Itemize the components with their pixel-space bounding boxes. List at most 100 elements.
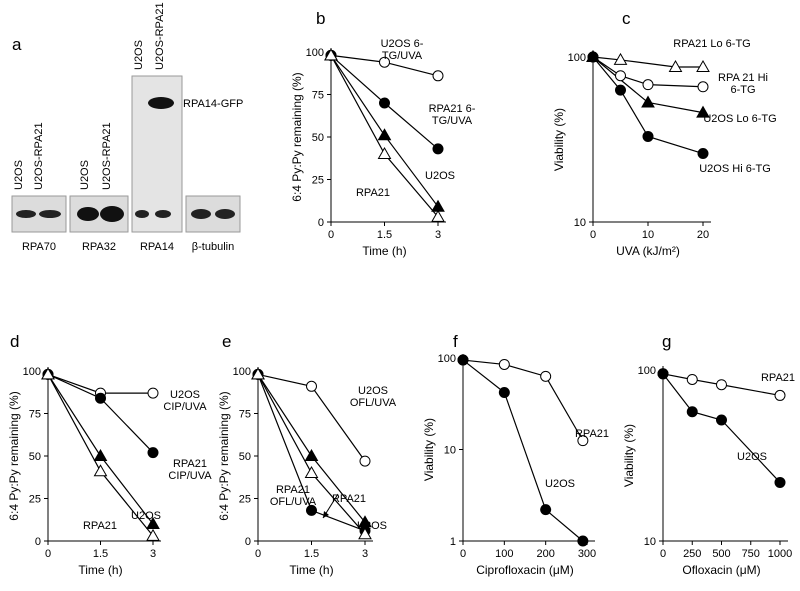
y-axis-label: Viability (%) [552, 108, 566, 171]
marker [432, 143, 444, 155]
marker [146, 516, 160, 529]
marker [304, 465, 319, 478]
arrow-head [323, 511, 329, 518]
x-tick-label: 0 [255, 548, 261, 560]
marker [95, 392, 106, 404]
y-axis-label: Viability (%) [622, 424, 636, 487]
lane-label: U2OS-RPA21 [154, 2, 166, 70]
series-line [462, 359, 584, 542]
marker [251, 367, 265, 380]
series-line [462, 359, 584, 441]
blot-label: RPA32 [82, 241, 116, 253]
x-tick-label: 3 [362, 548, 368, 560]
marker [358, 515, 372, 528]
marker [642, 130, 654, 142]
marker [540, 504, 552, 516]
marker [774, 476, 786, 488]
y-tick-label: 100 [638, 365, 656, 377]
y-tick-label: 0 [35, 536, 41, 548]
y-tick-label: 10 [644, 536, 656, 548]
y-tick-label: 10 [444, 445, 456, 457]
marker [306, 380, 317, 392]
series-label: RPA21 [82, 520, 118, 532]
blots [11, 75, 241, 233]
band [77, 207, 99, 221]
marker [615, 84, 626, 96]
y-tick-label: 100 [306, 47, 324, 59]
series-label: RPA21 [574, 428, 610, 440]
panel-letter: f [453, 332, 458, 351]
series-label: RPA21 [760, 372, 796, 384]
x-tick-label: 1.5 [93, 548, 108, 560]
x-tick-label: 0 [328, 229, 334, 241]
x-axis-label: Time (h) [289, 563, 333, 577]
band [16, 210, 36, 218]
blot-label: RPA14 [140, 241, 174, 253]
y-tick-label: 75 [29, 409, 41, 421]
x-tick-label: 1.5 [304, 548, 319, 560]
marker [431, 209, 445, 222]
marker [577, 535, 589, 547]
marker [358, 527, 372, 540]
y-tick-label: 75 [239, 409, 251, 421]
band [135, 210, 149, 218]
series-label: U2OS Hi 6-TG [699, 163, 771, 175]
band [148, 97, 174, 109]
series-label: U2OS [545, 478, 575, 490]
marker [657, 368, 669, 380]
marker [697, 81, 709, 93]
series-label: U2OS OFL/UVA [349, 385, 397, 409]
y-tick-label: 100 [23, 366, 41, 378]
marker [615, 70, 626, 82]
panel-letter: b [316, 9, 325, 28]
marker [324, 48, 338, 61]
marker [93, 464, 108, 477]
series-line [592, 56, 704, 155]
x-axis-label: Time (h) [78, 563, 122, 577]
marker [457, 354, 469, 366]
series-label: RPA 21 Hi 6-TG [718, 72, 768, 96]
marker [304, 448, 319, 461]
series-label: U2OS [425, 170, 455, 182]
y-tick-label: 50 [312, 132, 324, 144]
panel-letter: a [12, 35, 22, 54]
marker [377, 128, 392, 141]
series-label: RPA21 [331, 493, 367, 505]
y-tick-label: 25 [29, 494, 41, 506]
lane-label: U2OS-RPA21 [101, 122, 113, 190]
x-tick-label: 1.5 [377, 229, 392, 241]
x-tick-label: 3 [150, 548, 156, 560]
series-label: U2OS [357, 520, 387, 532]
y-tick-label: 10 [574, 217, 586, 229]
marker [431, 199, 445, 212]
marker [498, 358, 510, 370]
lane-label: U2OS [133, 40, 145, 70]
marker [696, 105, 710, 118]
y-axis-label: 6:4 Py:Py remaining (%) [217, 391, 231, 520]
y-tick-label: 25 [312, 175, 324, 187]
series-line [592, 56, 704, 88]
y-tick-label: 100 [438, 353, 456, 365]
panel-letter: e [222, 332, 231, 351]
marker [147, 447, 159, 459]
y-axis-label: 6:4 Py:Py remaining (%) [290, 72, 304, 201]
marker [697, 148, 709, 160]
marker [147, 387, 159, 399]
band [100, 206, 124, 222]
marker [642, 79, 654, 91]
series-line [662, 373, 781, 397]
x-axis-label: Ofloxacin (μM) [682, 563, 760, 577]
blot-label: RPA70 [22, 241, 56, 253]
marker [359, 455, 371, 467]
marker [379, 56, 390, 68]
series-line [592, 56, 703, 68]
marker [668, 59, 683, 72]
x-tick-label: 10 [642, 229, 654, 241]
lane-label: U2OS [13, 160, 25, 190]
x-axis-label: Time (h) [362, 244, 406, 258]
marker [587, 51, 599, 63]
x-tick-label: 300 [578, 548, 596, 560]
band-label: RPA14-GFP [183, 98, 243, 110]
series-label: RPA21 [355, 187, 391, 199]
x-tick-label: 0 [45, 548, 51, 560]
